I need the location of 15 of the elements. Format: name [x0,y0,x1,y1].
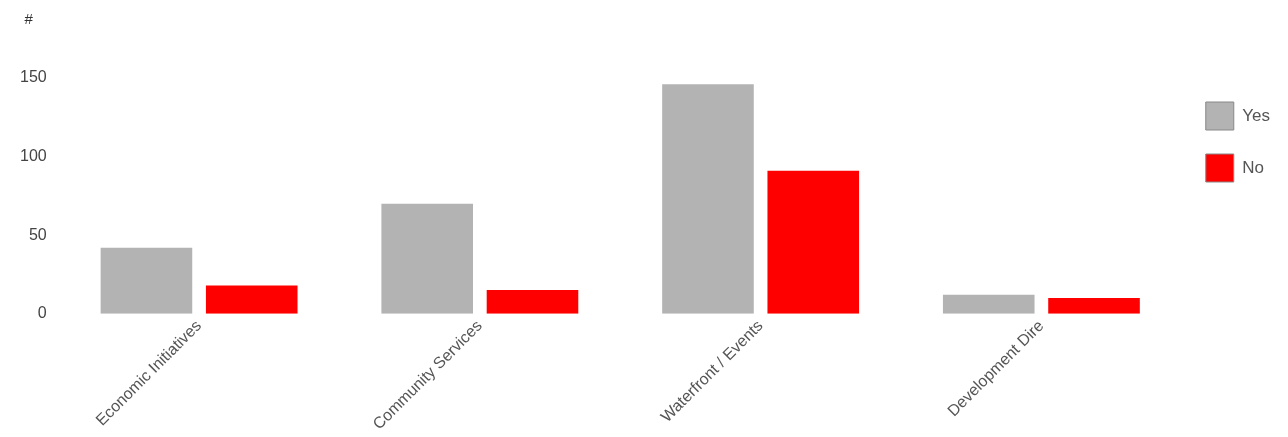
bar [1048,297,1140,314]
y-tick-label: 150 [19,68,47,86]
bar [486,290,579,314]
bar [205,285,298,314]
legend-label: No [1242,157,1264,177]
bar [100,247,193,314]
bar [381,203,473,314]
y-tick-label: 50 [28,225,47,243]
y-axis-title: # [24,10,34,28]
y-tick-label: 0 [37,304,47,322]
bar [942,294,1035,314]
legend-label: Yes [1242,105,1270,125]
bar [662,84,754,314]
bar [767,170,860,314]
y-tick-label: 100 [19,146,47,164]
